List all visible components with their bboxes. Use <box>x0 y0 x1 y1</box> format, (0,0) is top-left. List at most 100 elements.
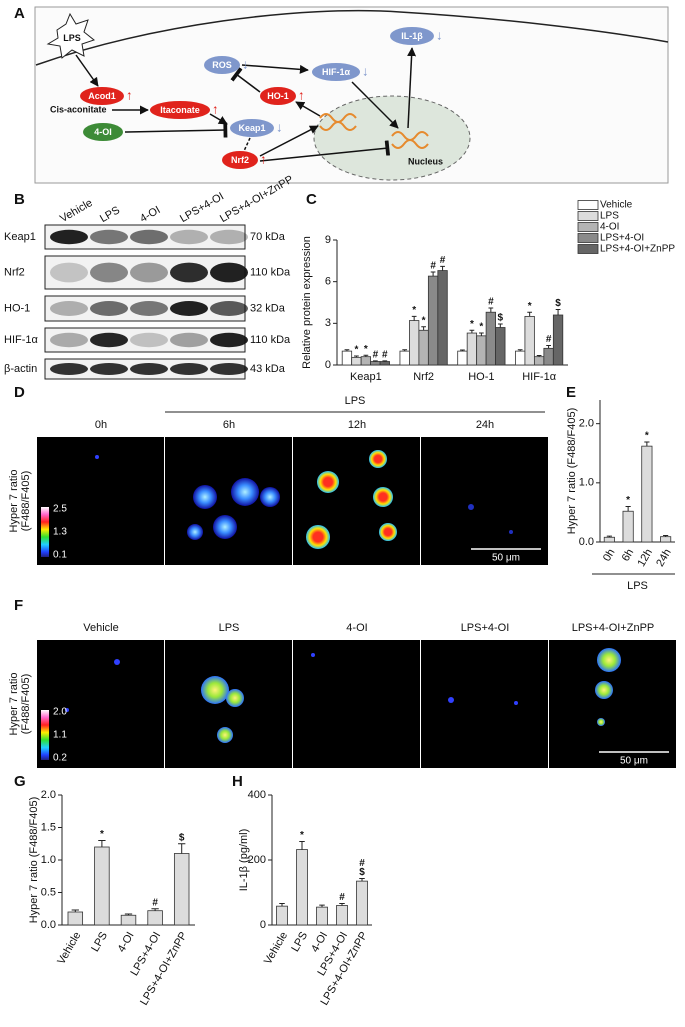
protein-label: HO-1 <box>4 302 30 314</box>
blot-band <box>50 332 88 348</box>
colorbar-label: 0.2 <box>53 753 67 764</box>
error-bar <box>488 307 494 313</box>
scale-label: 50 μm <box>492 553 520 564</box>
error-bar <box>319 904 325 908</box>
blot-band <box>210 332 248 348</box>
change-arrow: ↑ <box>260 151 267 166</box>
bar <box>533 356 545 366</box>
size-label: 110 kDa <box>250 334 291 346</box>
blot-band <box>90 229 128 245</box>
bar <box>543 347 554 366</box>
size-label: 110 kDa <box>250 266 291 278</box>
blot-band <box>170 301 208 316</box>
cell <box>597 718 605 726</box>
y-label: Hyper 7 ratio (F488/F405) <box>28 797 40 924</box>
node-label: Acod1 <box>88 91 116 101</box>
change-arrow: ↓ <box>276 119 283 134</box>
y-tick-label: 3 <box>325 317 331 329</box>
cell <box>373 487 393 507</box>
group-label: LPS <box>345 395 366 407</box>
scale-label: 50 μm <box>620 756 648 767</box>
cell <box>201 676 229 704</box>
bar <box>457 350 468 366</box>
significance: * <box>479 322 483 333</box>
diagram-text: Nucleus <box>408 156 443 166</box>
diagram-frame <box>34 6 669 184</box>
panel-label: A <box>14 5 25 22</box>
x-tick-label: 4-OI <box>116 930 137 955</box>
error-bar <box>98 840 106 847</box>
node-label: Itaconate <box>160 105 200 115</box>
bar <box>356 880 368 926</box>
cell <box>306 525 330 549</box>
significance: * <box>470 319 474 330</box>
significance: * <box>528 301 532 312</box>
significance: * <box>100 829 104 840</box>
node-shape <box>390 27 434 45</box>
legend-swatch <box>577 211 599 221</box>
cell <box>213 515 237 539</box>
panel-label: E <box>566 384 576 401</box>
cell <box>369 450 387 468</box>
y-tick-label: 200 <box>248 854 266 866</box>
error-bar <box>497 323 503 328</box>
bar <box>485 311 496 366</box>
blot-band <box>50 363 88 375</box>
y-tick-label: 0 <box>325 359 331 371</box>
error-bar <box>440 265 445 271</box>
lane-label: Vehicle <box>58 197 95 225</box>
x-tick-label: Keap1 <box>350 371 382 383</box>
cell <box>379 523 397 541</box>
y-tick-label: 400 <box>248 789 266 801</box>
node-label: Keap1 <box>238 123 265 133</box>
change-arrow: ↓ <box>242 56 249 71</box>
node-shape <box>260 87 296 105</box>
x-tick-label: LPS <box>89 930 110 954</box>
x-tick-label: 24h <box>654 547 674 569</box>
node-shape <box>222 151 258 169</box>
y-label: Hyper 7 ratio (F488/F405) <box>566 408 578 535</box>
node-shape <box>150 101 210 119</box>
legend-swatch <box>577 233 599 243</box>
node-shape <box>83 123 123 141</box>
error-bar <box>536 355 542 357</box>
panel-label: C <box>306 191 317 208</box>
condition-label: 4-OI <box>346 622 367 634</box>
error-bar <box>299 840 305 850</box>
x-tick-label: HIF-1α <box>522 371 557 383</box>
change-arrow: ↑ <box>212 101 219 116</box>
cell <box>311 653 315 657</box>
node-label: HIF-1α <box>322 67 351 77</box>
y-label: (F488/F405) <box>20 471 32 532</box>
significance: * <box>645 431 649 442</box>
panel-label: F <box>14 597 23 614</box>
bar <box>360 356 372 366</box>
change-arrow: ↓ <box>436 27 443 42</box>
x-tick-label: Vehicle <box>55 930 83 967</box>
colorbar-label: 1.3 <box>53 527 67 538</box>
blot-band <box>130 301 168 316</box>
legend-label: LPS <box>600 211 619 222</box>
error-bar <box>517 349 523 352</box>
condition-label: LPS+4-OI <box>461 622 510 634</box>
significance: * <box>626 495 630 506</box>
bar <box>173 853 190 926</box>
axis <box>599 400 675 543</box>
error-bar <box>411 315 417 321</box>
y-tick-label: 1.5 <box>41 821 56 833</box>
condition-label: LPS <box>219 622 240 634</box>
cell <box>260 487 280 507</box>
error-bar <box>460 349 465 352</box>
error-bar <box>279 903 285 907</box>
colorbar-label: 2.0 <box>53 707 67 718</box>
cell <box>509 530 513 534</box>
node-label: LPS <box>63 33 81 43</box>
significance: # <box>373 349 379 360</box>
significance: * <box>300 830 304 841</box>
lane-label: LPS+4-OI <box>178 190 226 225</box>
condition-label: Vehicle <box>83 622 118 634</box>
blot-band <box>210 229 248 245</box>
significance: # <box>152 897 158 908</box>
bar <box>427 275 439 366</box>
bar <box>351 356 362 366</box>
